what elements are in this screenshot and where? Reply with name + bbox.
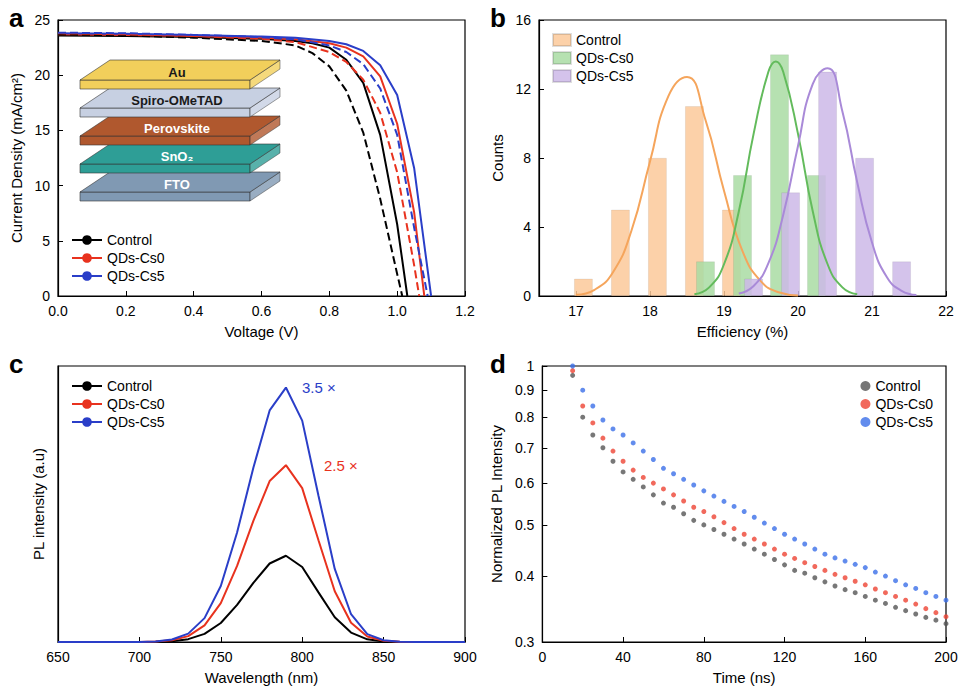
svg-text:QDs-Cs5: QDs-Cs5 bbox=[875, 414, 933, 430]
svg-text:Normalized PL Intensity: Normalized PL Intensity bbox=[488, 425, 505, 583]
svg-text:QDs-Cs5: QDs-Cs5 bbox=[107, 268, 165, 284]
svg-text:1.2: 1.2 bbox=[455, 303, 475, 319]
svg-text:850: 850 bbox=[372, 649, 396, 665]
svg-text:40: 40 bbox=[615, 649, 631, 665]
svg-text:200: 200 bbox=[934, 649, 958, 665]
svg-text:700: 700 bbox=[128, 649, 152, 665]
svg-text:12: 12 bbox=[515, 81, 531, 97]
svg-text:0.3: 0.3 bbox=[515, 634, 535, 650]
svg-text:b: b bbox=[490, 3, 506, 33]
svg-text:Control: Control bbox=[107, 232, 152, 248]
svg-text:FTO: FTO bbox=[164, 177, 190, 192]
svg-text:Au: Au bbox=[168, 65, 185, 80]
svg-text:Spiro-OMeTAD: Spiro-OMeTAD bbox=[131, 93, 222, 108]
svg-text:0.0: 0.0 bbox=[48, 303, 68, 319]
svg-text:PL intensity (a.u): PL intensity (a.u) bbox=[30, 448, 47, 560]
svg-text:650: 650 bbox=[46, 649, 70, 665]
svg-text:1: 1 bbox=[527, 358, 535, 374]
svg-text:Perovskite: Perovskite bbox=[144, 121, 210, 136]
svg-text:Time (ns): Time (ns) bbox=[713, 669, 776, 686]
svg-text:120: 120 bbox=[773, 649, 797, 665]
svg-text:800: 800 bbox=[291, 649, 315, 665]
svg-text:QDs-Cs5: QDs-Cs5 bbox=[576, 68, 634, 84]
svg-text:QDs-Cs0: QDs-Cs0 bbox=[107, 250, 165, 266]
svg-text:QDs-Cs0: QDs-Cs0 bbox=[875, 396, 933, 412]
svg-text:QDs-Cs0: QDs-Cs0 bbox=[107, 396, 165, 412]
svg-text:Control: Control bbox=[576, 32, 621, 48]
svg-text:19: 19 bbox=[716, 303, 732, 319]
svg-text:0.2: 0.2 bbox=[116, 303, 136, 319]
svg-text:0.8: 0.8 bbox=[515, 409, 535, 425]
svg-text:5: 5 bbox=[42, 233, 50, 249]
svg-text:1.0: 1.0 bbox=[387, 303, 407, 319]
svg-text:22: 22 bbox=[938, 303, 954, 319]
svg-text:900: 900 bbox=[453, 649, 477, 665]
svg-text:0: 0 bbox=[523, 288, 531, 304]
svg-text:0.6: 0.6 bbox=[252, 303, 272, 319]
svg-text:16: 16 bbox=[515, 12, 531, 28]
svg-text:Counts: Counts bbox=[489, 134, 506, 182]
svg-text:QDs-Cs0: QDs-Cs0 bbox=[576, 50, 634, 66]
svg-text:0: 0 bbox=[42, 288, 50, 304]
svg-text:20: 20 bbox=[790, 303, 806, 319]
svg-text:3.5 ×: 3.5 × bbox=[302, 379, 336, 396]
svg-text:Wavelength (nm): Wavelength (nm) bbox=[205, 669, 319, 686]
svg-text:15: 15 bbox=[34, 122, 50, 138]
svg-text:80: 80 bbox=[696, 649, 712, 665]
svg-text:2.5 ×: 2.5 × bbox=[324, 457, 358, 474]
svg-text:160: 160 bbox=[854, 649, 878, 665]
svg-text:0.4: 0.4 bbox=[184, 303, 204, 319]
svg-text:0.9: 0.9 bbox=[515, 382, 535, 398]
svg-text:0.5: 0.5 bbox=[515, 517, 535, 533]
svg-text:18: 18 bbox=[642, 303, 658, 319]
svg-text:Current Density (mA/cm²): Current Density (mA/cm²) bbox=[8, 73, 25, 243]
svg-text:0.6: 0.6 bbox=[515, 475, 535, 491]
svg-text:Control: Control bbox=[107, 378, 152, 394]
svg-text:a: a bbox=[9, 3, 24, 33]
svg-text:8: 8 bbox=[523, 150, 531, 166]
svg-text:10: 10 bbox=[34, 178, 50, 194]
svg-text:25: 25 bbox=[34, 12, 50, 28]
svg-text:20: 20 bbox=[34, 67, 50, 83]
svg-text:0: 0 bbox=[538, 649, 546, 665]
svg-text:0.7: 0.7 bbox=[515, 440, 535, 456]
svg-text:Control: Control bbox=[875, 378, 920, 394]
svg-text:Voltage (V): Voltage (V) bbox=[224, 323, 298, 340]
svg-text:SnO₂: SnO₂ bbox=[161, 149, 194, 164]
svg-text:d: d bbox=[490, 349, 506, 379]
svg-text:21: 21 bbox=[864, 303, 880, 319]
svg-text:0.4: 0.4 bbox=[515, 568, 535, 584]
svg-text:0.8: 0.8 bbox=[320, 303, 340, 319]
svg-text:QDs-Cs5: QDs-Cs5 bbox=[107, 414, 165, 430]
svg-text:c: c bbox=[9, 349, 23, 379]
svg-text:Efficiency (%): Efficiency (%) bbox=[697, 323, 788, 340]
svg-text:17: 17 bbox=[568, 303, 584, 319]
svg-text:4: 4 bbox=[523, 219, 531, 235]
svg-text:750: 750 bbox=[209, 649, 233, 665]
